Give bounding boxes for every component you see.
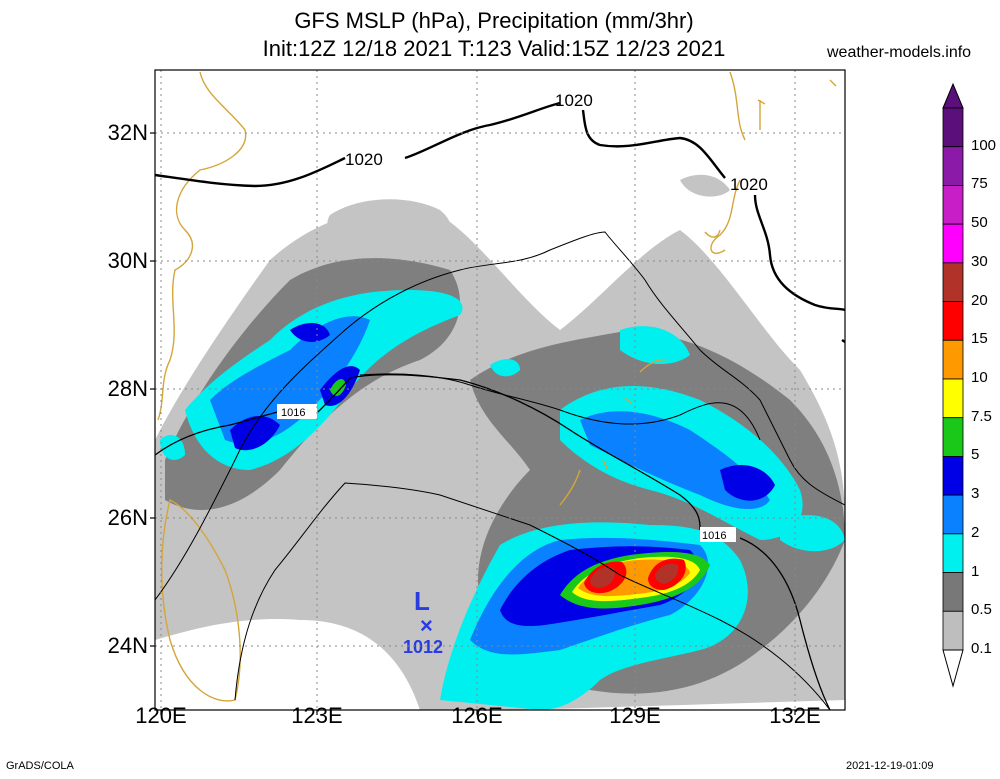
colorbar-label: 10: [971, 369, 988, 386]
low-marker: ×: [420, 613, 433, 638]
coast-ryukyu: [559, 358, 669, 506]
lon-label: 132E: [769, 703, 821, 728]
colorbar-swatch: [942, 610, 964, 651]
isobar-label: 1016: [702, 530, 726, 542]
coast-islands: [757, 79, 837, 105]
colorbar-swatch: [942, 262, 964, 302]
lat-label: 30N: [107, 248, 148, 273]
lat-label: 32N: [107, 120, 148, 145]
chart-title: GFS MSLP (hPa), Precipitation (mm/3hr): [294, 8, 694, 33]
precip-0.1-north: [327, 199, 451, 250]
colorbar-swatch: [942, 185, 964, 225]
coast-taiwan: [161, 498, 241, 702]
colorbar-label: 30: [971, 252, 988, 270]
precip-3-mid: [720, 465, 775, 501]
colorbar-swatch: [942, 378, 964, 419]
colorbar-top-arrow: [942, 82, 964, 109]
isobar-1020-west: [155, 156, 346, 188]
colorbar-swatch: [942, 494, 964, 535]
precip-3: [230, 415, 280, 451]
colorbar-bottom-arrow: [942, 649, 964, 688]
colorbar-swatch: [942, 572, 964, 612]
colorbar-label: 75: [971, 175, 988, 193]
footer-left: GrADS/COLA: [6, 760, 74, 772]
precip-3-b: [290, 323, 330, 342]
colorbar-swatch: [942, 533, 964, 573]
precip-1-e: [780, 515, 845, 552]
colorbar-swatch: [942, 223, 964, 264]
precip-2-mid: [580, 411, 770, 510]
lon-label: 120E: [135, 703, 187, 728]
precip-2: [210, 316, 370, 444]
low-pressure-center: L × 1012: [403, 586, 443, 657]
colorbar-swatch: [942, 301, 964, 341]
colorbar-swatch: [942, 339, 964, 380]
lon-label: 129E: [609, 703, 661, 728]
precip-1-n: [490, 358, 520, 377]
colorbar-swatch: [942, 456, 964, 496]
colorbar-label: 5: [971, 446, 980, 464]
isobar-label: 1020: [555, 91, 593, 110]
precip-20-b: [655, 563, 679, 584]
low-symbol: L: [414, 586, 430, 616]
low-pressure-value: 1012: [403, 637, 443, 657]
lon-label: 126E: [451, 703, 503, 728]
colorbar: [942, 82, 964, 688]
precipitation-field: [155, 174, 845, 710]
site-credit: weather-models.info: [827, 44, 972, 61]
isobar-1016-lines: [155, 374, 831, 710]
colorbar-label: 20: [971, 291, 988, 309]
colorbar-swatch: [942, 146, 964, 186]
isobar-label: 1020: [345, 150, 383, 169]
coast-china: [157, 71, 247, 421]
colorbar-label: 0.1: [971, 640, 992, 657]
isobar-1016-north: [155, 374, 701, 531]
colorbar-label: 1: [971, 562, 980, 580]
precip-20-a: [590, 566, 616, 588]
map-frame: [154, 69, 846, 711]
precip-0.1-ne: [680, 174, 730, 197]
axis-ticks: [150, 132, 796, 715]
colorbar-label: 0.5: [971, 601, 992, 619]
border-2: [234, 482, 831, 710]
coast-korea-kyushu: [704, 71, 761, 254]
chart-subtitle: Init:12Z 12/18 2021 T:123 Valid:15Z 12/2…: [262, 36, 726, 61]
colorbar-label: 2: [971, 523, 980, 541]
isobar-1020-east: [753, 194, 845, 312]
gridlines: [155, 70, 845, 710]
colorbar-label: 7.5: [971, 407, 992, 425]
colorbar-label: 100: [971, 136, 997, 154]
lat-label: 28N: [107, 376, 148, 401]
isobar-1020-mid: [404, 101, 726, 179]
border-1: [155, 231, 845, 601]
colorbar-label: 50: [971, 214, 988, 232]
isobar-1016-south: [739, 537, 831, 710]
colorbar-label: 15: [971, 330, 988, 348]
colorbar-swatch: [942, 107, 964, 148]
lat-label: 26N: [107, 505, 148, 530]
precip-1-ne: [620, 326, 690, 365]
isobar-labels: 1020 1020 1020 1016 1016: [277, 91, 768, 542]
isobar-label: 1020: [730, 175, 768, 194]
isobar-label: 1016: [281, 407, 305, 419]
colorbar-swatch: [942, 417, 964, 457]
lat-label: 24N: [107, 633, 148, 658]
precip-5-b: [330, 378, 346, 397]
lon-label: 123E: [291, 703, 343, 728]
colorbar-label: 3: [971, 485, 980, 503]
footer-right: 2021-12-19-01:09: [846, 760, 934, 772]
coastlines: [157, 71, 837, 702]
